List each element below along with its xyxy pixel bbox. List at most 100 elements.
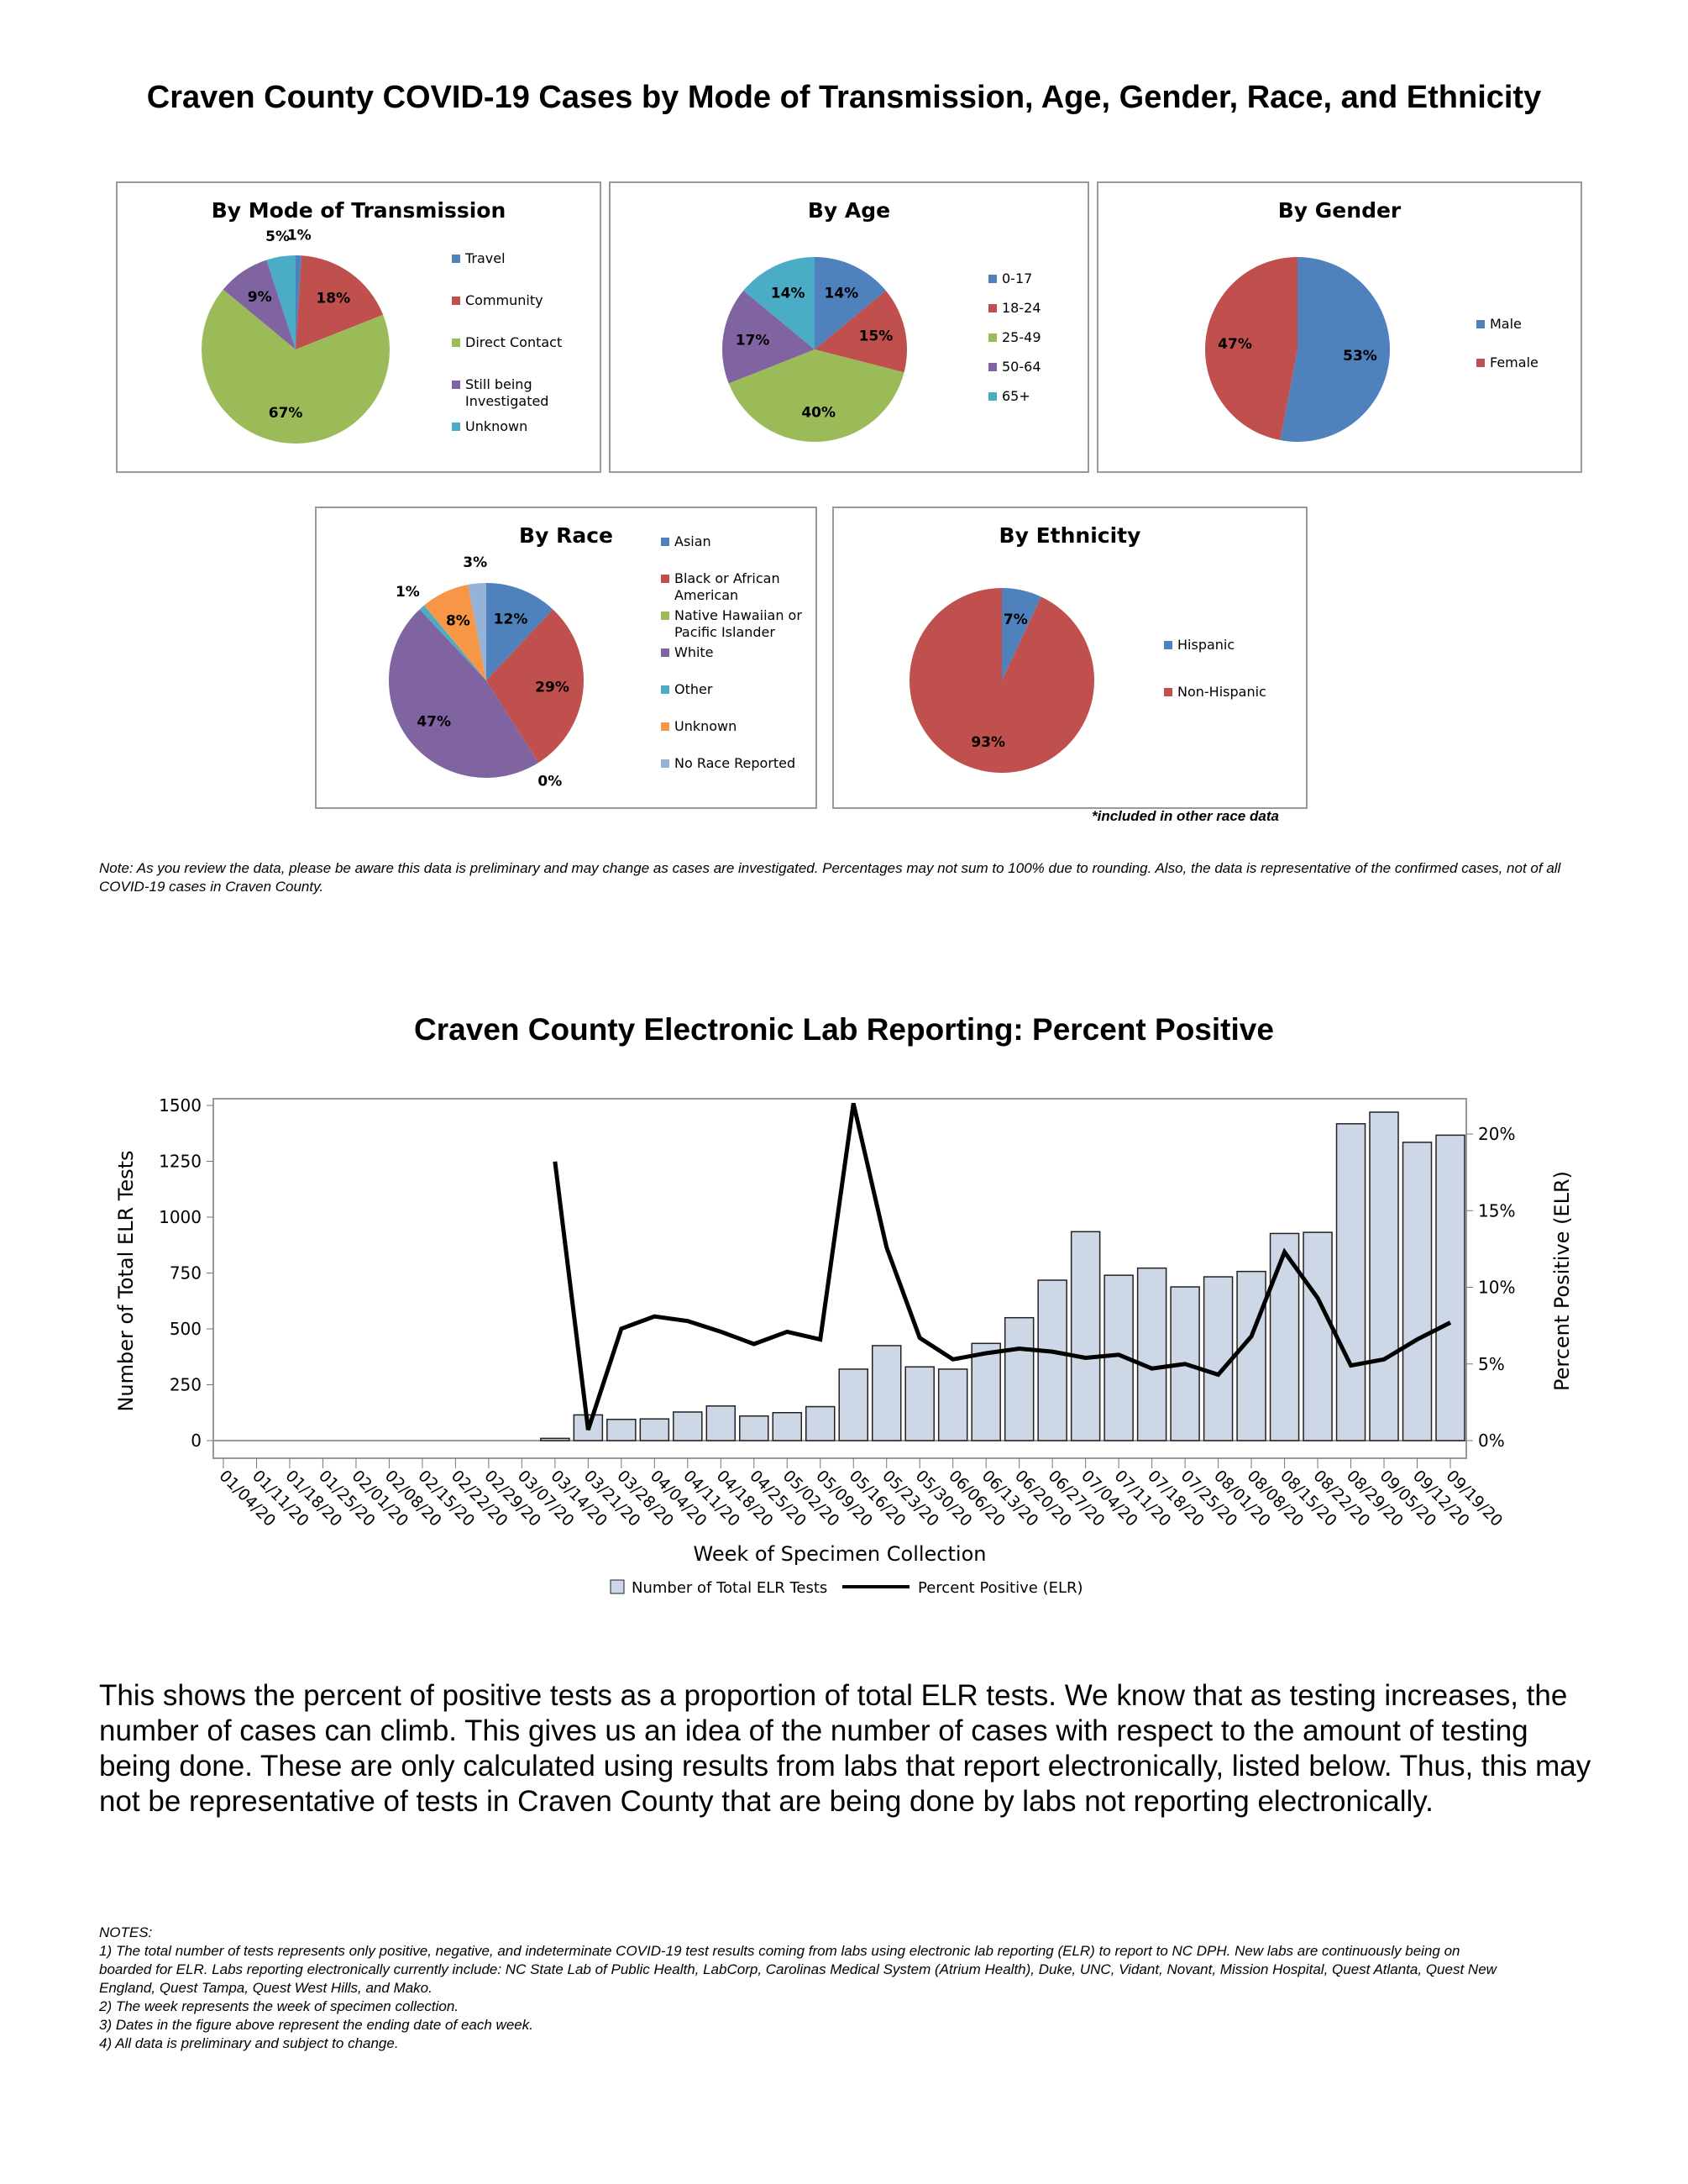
legend-label: Male [1490,316,1522,332]
pie-age: By Age 14% 15% 40% 17% 14% 0-17 18-24 25-49 50-64… [609,181,1089,473]
bar [805,1405,836,1441]
legend-label: 50-64 [1002,359,1041,375]
bar [1303,1231,1333,1441]
legend-label: Female [1490,354,1539,370]
bar [673,1411,703,1441]
race-footnote: *included in other race data [1092,808,1279,824]
legend-swatch-bar [610,1579,625,1594]
bar [1435,1134,1465,1441]
pie-data-label: 47% [1218,336,1252,353]
pie-slice [1280,257,1390,442]
chart-title: Craven County Electronic Lab Reporting: … [414,1012,1274,1047]
pie-data-label: 0% [537,773,562,790]
pie-legend: Male Female [1476,316,1619,393]
legend-swatch [988,275,997,283]
legend-item: Asian [661,533,804,550]
legend-label: No Race Reported [674,755,796,771]
legend-item: Female [1476,354,1619,371]
legend-item: Unknown [661,718,804,735]
y2-axis-title: Percent Positive (ELR) [1550,1171,1574,1391]
pie-slice [486,609,584,763]
y2-tick-label: 5% [1478,1354,1505,1374]
pie-data-label: 8% [446,613,470,630]
legend-swatch [988,363,997,371]
legend-item: Male [1476,316,1619,333]
pie-slice [468,583,486,680]
x-axis-title: Week of Specimen Collection [694,1542,987,1566]
legend-swatch [1476,359,1485,367]
note-item: 2) The week represents the week of speci… [99,1998,459,2014]
y-tick-label: 250 [170,1375,202,1395]
pie-slice [815,290,907,373]
legend-label: White [674,644,714,660]
pie-data-label: 93% [971,734,1005,751]
pie-legend: 0-17 18-24 25-49 50-64 65+ [988,270,1131,417]
legend-swatch [988,333,997,342]
legend-swatch [988,392,997,401]
legend-swatch [452,423,460,431]
bar [1004,1316,1035,1441]
pie-data-label: 29% [535,679,569,696]
pie-data-label: 40% [801,405,836,422]
y-axis-title: Number of Total ELR Tests [114,1150,138,1411]
pie-data-label: 1% [287,227,312,244]
legend-label: Community [465,292,543,308]
y-tick-label: 500 [170,1319,202,1339]
plot-frame [212,1098,1467,1459]
legend-item: Other [661,681,804,698]
bar [1335,1123,1366,1441]
pie-slice [743,257,815,349]
bar [739,1415,769,1441]
legend-item: No Race Reported [661,755,804,772]
legend-label: Travel [465,250,506,266]
pie-slice [728,349,904,442]
pie-data-label: 14% [824,285,858,302]
bar [772,1412,803,1441]
legend-item: Black or African American [661,570,804,604]
legend-swatch [661,685,669,694]
description-paragraph: This shows the percent of positive tests… [99,1679,1591,1818]
pie-slice [296,255,302,349]
legend-label: Unknown [465,418,528,434]
pie-data-label: 5% [265,228,290,245]
legend-swatch [1164,688,1172,696]
pie-title: By Ethnicity [999,523,1141,548]
legend-swatch [1164,641,1172,649]
bar [606,1418,637,1441]
bar [1070,1231,1101,1441]
legend-label: Asian [674,533,711,549]
legend-swatch [661,538,669,546]
pie-slice [910,588,1094,773]
pie-slice [815,257,886,349]
notes: NOTES: 1) The total number of tests repr… [99,1924,1510,2053]
y2-tick-label: 0% [1478,1431,1505,1451]
legend-item: Unknown [452,418,595,435]
legend-swatch [1476,320,1485,328]
main-title: Craven County COVID-19 Cases by Mode of … [146,80,1542,115]
legend-label-line: Percent Positive (ELR) [918,1579,1083,1597]
y-tick-label: 1000 [159,1207,202,1227]
y2-tick-label: 10% [1478,1278,1515,1298]
bar [971,1342,1001,1441]
pie-ethnicity: By Ethnicity 7% 93% Hispanic Non-Hispanic [832,507,1308,809]
pie-data-label: 1% [396,584,420,601]
pie-slice [266,255,296,349]
legend-label: Other [674,681,713,697]
elr-chart: 02505007501000125015000%5%10%15%20%01/04… [114,1095,1574,1597]
note-item: 4) All data is preliminary and subject t… [99,2035,399,2051]
legend-swatch [452,297,460,305]
legend-item: 18-24 [988,300,1131,317]
percent-positive-line [553,1102,1452,1431]
legend-item: 50-64 [988,359,1131,375]
bar [838,1368,868,1441]
pie-slice [388,609,539,779]
bar [937,1368,968,1441]
bar [1402,1142,1433,1441]
pie-legend: Travel Community Direct Contact Still being… [452,250,595,460]
legend-item: 65+ [988,388,1131,405]
legend-swatch [452,339,460,347]
legend-swatch [452,381,460,389]
pie-data-label: 53% [1343,348,1377,365]
pie-data-label: 18% [316,290,350,307]
legend-swatch [988,304,997,312]
